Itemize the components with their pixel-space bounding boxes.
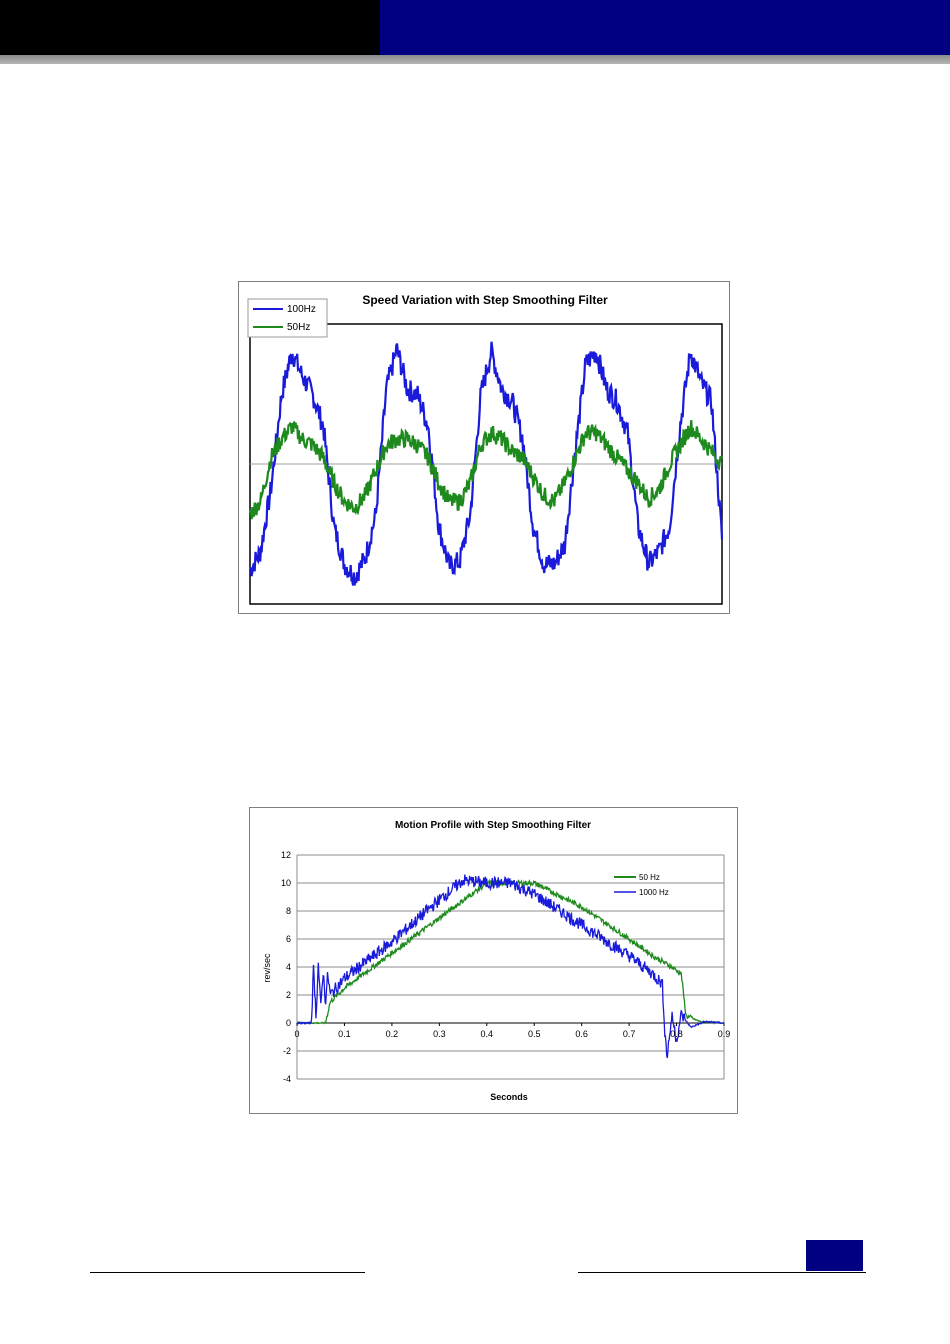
legend-label-50hz: 50Hz (287, 322, 310, 333)
motion-profile-chart: Motion Profile with Step Smoothing Filte… (249, 807, 738, 1114)
y-tick-label: 6 (286, 934, 291, 944)
series-line-1 (296, 874, 725, 1059)
y-tick-label: 2 (286, 990, 291, 1000)
series-line-0 (296, 878, 725, 1025)
footer-rule-right (578, 1272, 866, 1273)
y-tick-label: 12 (281, 850, 291, 860)
chart-title: Speed Variation with Step Smoothing Filt… (362, 293, 608, 307)
series-line-1 (248, 420, 724, 520)
speed-variation-chart: 100Hz 50Hz Speed Variation with Step Smo… (238, 281, 730, 614)
motion-profile-chart-svg: Motion Profile with Step Smoothing Filte… (262, 820, 731, 1102)
x-tick-label: 0.5 (528, 1029, 541, 1039)
page-number-box (806, 1240, 863, 1271)
y-tick-label: 0 (286, 1018, 291, 1028)
y-tick-label: 8 (286, 906, 291, 916)
x-tick-label: 0.9 (718, 1029, 731, 1039)
x-tick-label: 0.3 (433, 1029, 446, 1039)
chart-title: Motion Profile with Step Smoothing Filte… (395, 820, 591, 831)
legend-label-100hz: 100Hz (287, 304, 316, 315)
header-navy-bar (380, 0, 950, 55)
legend: 50 Hz 1000 Hz (614, 873, 669, 897)
y-tick-label: -4 (283, 1074, 291, 1084)
x-tick-label: 0.2 (386, 1029, 399, 1039)
x-tick-label: 0.6 (575, 1029, 588, 1039)
x-tick-label: 0.8 (670, 1029, 683, 1039)
footer-rule-left (90, 1272, 365, 1273)
header-gray-rule (0, 55, 950, 64)
x-axis-label: Seconds (490, 1092, 528, 1102)
header-black-bar (0, 0, 380, 55)
y-tick-label: -2 (283, 1046, 291, 1056)
series-line-0 (248, 341, 724, 586)
legend-box (247, 298, 328, 338)
x-tick-label: 0 (294, 1029, 299, 1039)
legend-label-1000hz: 1000 Hz (639, 888, 669, 897)
legend: 100Hz 50Hz (247, 298, 328, 338)
x-tick-label: 0.1 (338, 1029, 351, 1039)
speed-variation-chart-svg: 100Hz 50Hz Speed Variation with Step Smo… (247, 293, 724, 605)
y-tick-label: 10 (281, 878, 291, 888)
x-tick-label: 0.4 (481, 1029, 494, 1039)
legend-label-50hz: 50 Hz (639, 873, 660, 882)
x-tick-label: 0.7 (623, 1029, 636, 1039)
y-tick-label: 4 (286, 962, 291, 972)
y-axis-label: rev/sec (262, 953, 272, 983)
